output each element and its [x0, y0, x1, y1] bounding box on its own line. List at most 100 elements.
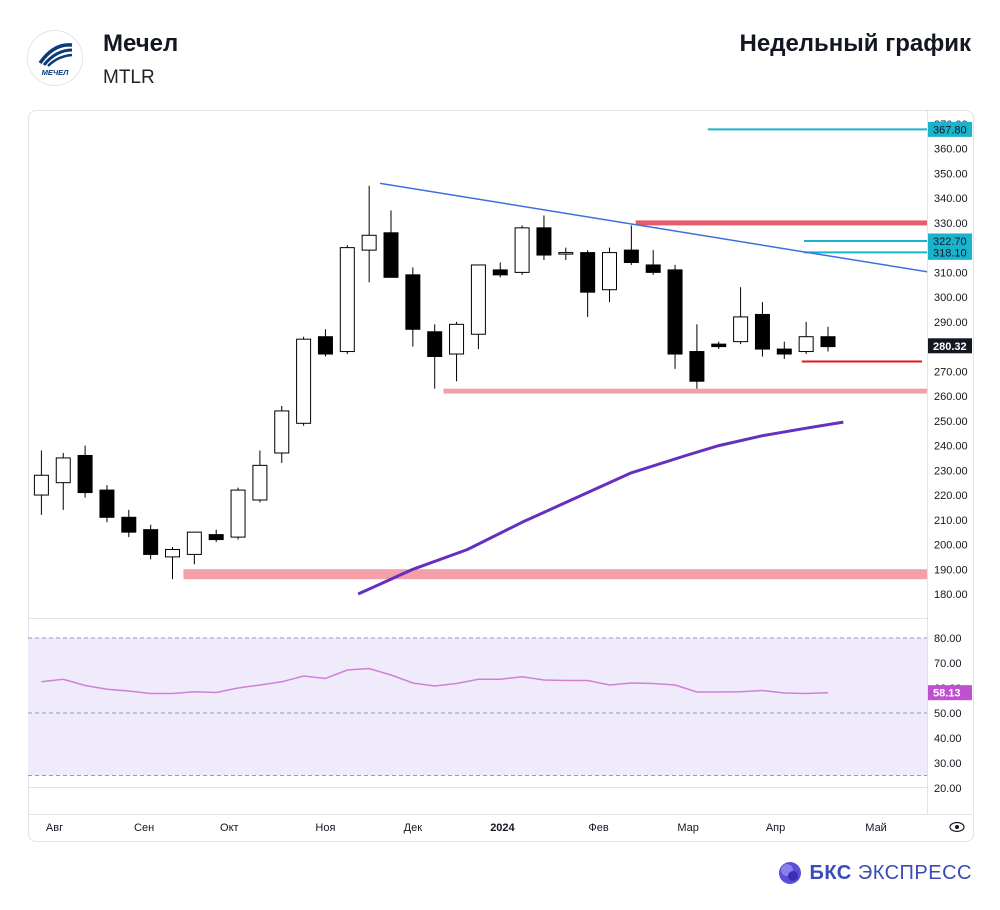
price-tick-label: 180.00: [934, 589, 968, 601]
candle: [536, 215, 552, 261]
candle-body: [492, 269, 508, 276]
eye-outline: [949, 821, 965, 833]
chart-timeframe-title: Недельный график: [739, 30, 971, 57]
price-tick-label: 270.00: [934, 366, 968, 378]
candle-body: [186, 531, 202, 555]
time-tick-label: 2024: [490, 822, 515, 834]
company-name: Мечел: [103, 30, 179, 57]
rsi-last-box: [928, 685, 972, 701]
time-tick-label: Окт: [220, 822, 239, 834]
support-line: [443, 388, 927, 394]
candle: [427, 324, 443, 389]
candle: [33, 450, 49, 515]
price-tick-label: 190.00: [934, 564, 968, 576]
trendline: [379, 182, 927, 273]
price-tick-label: 250.00: [934, 416, 968, 428]
last-price-box: [928, 338, 972, 354]
candle: [602, 247, 617, 303]
target-label-box: [928, 121, 972, 137]
candle-body: [798, 336, 814, 353]
candle-body: [296, 338, 312, 424]
candle-body: [405, 274, 421, 330]
candle: [689, 324, 705, 389]
candle-body: [165, 548, 180, 558]
rsi-last-label: 58.13: [933, 688, 961, 700]
candle-body: [230, 489, 246, 538]
price-tick-label: 310.00: [934, 267, 968, 279]
candle-body: [317, 336, 333, 355]
candle: [820, 326, 836, 352]
price-tick-label: 330.00: [934, 218, 968, 230]
ticker: MTLR: [103, 67, 155, 88]
moving-average-line: [357, 420, 844, 596]
target-label: 318.10: [933, 247, 967, 259]
price-tick-label: 220.00: [934, 490, 968, 502]
time-tick-label: Апр: [766, 822, 785, 834]
candle-body: [143, 529, 159, 555]
time-tick-label: Мар: [677, 822, 699, 834]
candle-body: [77, 454, 93, 494]
price-tick-label: 200.00: [934, 540, 968, 552]
logo-mark: МЕЧЕЛ: [38, 43, 73, 77]
brand-bold: БКС: [809, 861, 852, 884]
candle-body: [470, 264, 486, 335]
candle-body: [776, 348, 792, 355]
rsi-tick-label: 50.00: [934, 708, 962, 720]
candle-body: [208, 534, 224, 541]
candle-body: [645, 264, 661, 273]
candle-body: [580, 252, 596, 293]
price-tick-label: 340.00: [934, 193, 968, 205]
time-tick-label: Май: [865, 822, 887, 834]
candle-body: [623, 249, 639, 263]
support-zone: [183, 569, 927, 580]
candle-body: [820, 336, 836, 348]
candle-body: [558, 252, 574, 255]
candle: [230, 487, 246, 540]
bcs-express-logo: БКС ЭКСПРЕСС: [777, 858, 972, 888]
candle: [99, 485, 115, 523]
rsi-tick-label: 40.00: [934, 733, 962, 745]
price-tick-label: 350.00: [934, 168, 968, 180]
candle: [514, 225, 530, 275]
candle: [317, 329, 333, 357]
candle-body: [121, 516, 137, 533]
candle: [754, 302, 770, 357]
price-tick-label: 240.00: [934, 441, 968, 453]
target-label-box: [928, 244, 972, 260]
candle: [667, 264, 683, 369]
time-tick-label: Авг: [46, 822, 63, 834]
candle: [470, 264, 486, 350]
candle: [798, 321, 814, 355]
rsi-tick-label: 80.00: [934, 633, 962, 645]
header: МЕЧЕЛ Мечел MTLR Недельный график: [0, 0, 1000, 100]
candle-body: [667, 269, 683, 355]
brand-rest: ЭКСПРЕСС: [857, 861, 972, 884]
candle: [558, 247, 574, 261]
candle-body: [754, 313, 770, 350]
candle: [405, 267, 421, 347]
time-tick-label: Сен: [134, 822, 154, 834]
logo-text: МЕЧЕЛ: [42, 68, 70, 77]
candle: [121, 509, 137, 538]
candle-body: [733, 316, 749, 343]
candle: [55, 452, 71, 510]
target-label: 367.80: [933, 124, 967, 136]
price-pane: [33, 128, 927, 596]
price-tick-label: 290.00: [934, 317, 968, 329]
bcs-express-text: БКС ЭКСПРЕСС: [809, 862, 972, 885]
candle-body: [689, 351, 705, 382]
candle-body: [536, 227, 552, 256]
rsi-tick-label: 30.00: [934, 758, 962, 770]
time-tick-label: Фев: [588, 822, 608, 834]
candle: [733, 287, 749, 345]
candle-body: [427, 331, 443, 357]
candle: [274, 405, 290, 463]
candle: [645, 250, 661, 275]
candle: [143, 524, 159, 560]
candle-body: [55, 457, 71, 484]
candle: [449, 321, 465, 382]
candle-body: [449, 323, 465, 355]
last-price-label: 280.32: [933, 341, 967, 353]
candle: [165, 546, 180, 580]
candle-body: [711, 343, 727, 348]
